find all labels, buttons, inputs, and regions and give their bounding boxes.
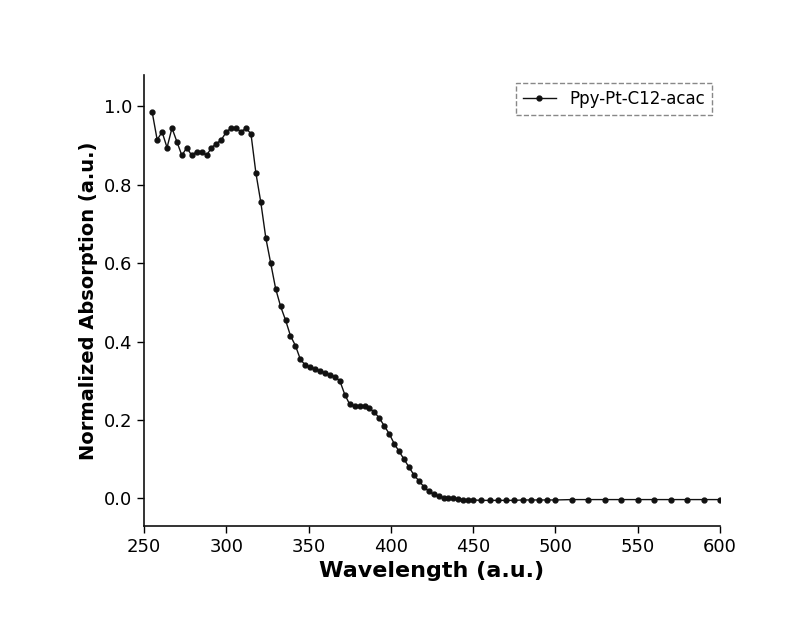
- Ppy-Pt-C12-acac: [350, 403, 359, 410]
- Ppy-Pt-C12-acac: [147, 108, 157, 116]
- Ppy-Pt-C12-acac: [192, 148, 202, 155]
- Ppy-Pt-C12-acac: [158, 128, 167, 136]
- Ppy-Pt-C12-acac: [477, 496, 486, 504]
- Ppy-Pt-C12-acac: [468, 496, 478, 504]
- Ppy-Pt-C12-acac: [715, 496, 725, 503]
- Line: Ppy-Pt-C12-acac: Ppy-Pt-C12-acac: [150, 110, 722, 503]
- Y-axis label: Normalized Absorption (a.u.): Normalized Absorption (a.u.): [79, 141, 98, 459]
- X-axis label: Wavelength (a.u.): Wavelength (a.u.): [319, 561, 545, 581]
- Ppy-Pt-C12-acac: [534, 496, 544, 504]
- Legend: Ppy-Pt-C12-acac: Ppy-Pt-C12-acac: [516, 83, 712, 115]
- Ppy-Pt-C12-acac: [167, 125, 177, 132]
